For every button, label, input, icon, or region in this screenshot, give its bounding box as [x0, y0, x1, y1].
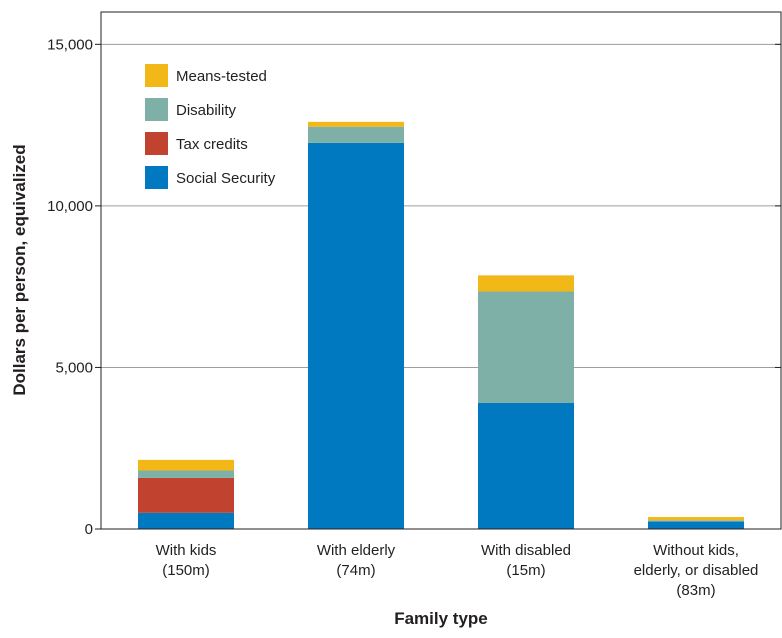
x-tick-label: Without kids,	[653, 542, 739, 559]
y-tick-label: 0	[85, 521, 93, 538]
bar-segment-disability	[308, 126, 404, 143]
y-tick-label: 5,000	[55, 359, 93, 376]
bar-segment-social-security	[308, 142, 404, 529]
x-tick-label: With kids	[156, 542, 217, 559]
bar-segment-means-tested	[478, 275, 574, 292]
legend-label-means-tested: Means-tested	[176, 68, 267, 85]
x-tick-label: (83m)	[676, 582, 715, 599]
bar-segment-tax-credits	[138, 477, 234, 513]
bar-stack	[648, 517, 744, 529]
legend-swatch-means-tested	[145, 64, 168, 87]
x-tick-label: (74m)	[336, 562, 375, 579]
bar-segment-disability	[478, 291, 574, 403]
legend-swatch-social-security	[145, 166, 168, 189]
legend-swatch-disability	[145, 98, 168, 121]
x-tick-label: With elderly	[317, 542, 396, 559]
bar-segment-social-security	[138, 512, 234, 529]
legend-label-social-security: Social Security	[176, 170, 276, 187]
x-axis-title: Family type	[394, 609, 488, 628]
plot-frame	[100, 11, 782, 530]
bar-segment-means-tested	[138, 459, 234, 471]
legend-label-disability: Disability	[176, 102, 237, 119]
legend: Means-tested Disability Tax credits Social …	[145, 64, 276, 189]
axes	[100, 11, 782, 530]
legend-label-tax-credits: Tax credits	[176, 136, 248, 153]
x-tick-label: (15m)	[506, 562, 545, 579]
legend-swatch-tax-credits	[145, 132, 168, 155]
y-tick-label: 10,000	[47, 198, 93, 215]
y-tick-label: 15,000	[47, 36, 93, 53]
bar-segment-social-security	[478, 402, 574, 529]
y-axis-title: Dollars per person, equivalized	[10, 144, 29, 395]
tick-labels: 0 5,000 10,000 15,000 With kids (150m) With el…	[47, 36, 781, 599]
x-tick-label: elderly, or disabled	[634, 562, 759, 579]
x-tick-label: With disabled	[481, 542, 571, 559]
bar-stack	[138, 459, 234, 529]
bar-segment-disability	[648, 520, 744, 522]
bar-stack	[478, 275, 574, 529]
bar-stack	[308, 121, 404, 529]
bar-segment-means-tested	[308, 121, 404, 127]
bar-segment-social-security	[648, 521, 744, 529]
x-tick-label: (150m)	[162, 562, 210, 579]
bars	[138, 121, 744, 529]
bar-segment-disability	[138, 470, 234, 478]
gridlines	[101, 43, 781, 368]
bar-segment-means-tested	[648, 517, 744, 521]
